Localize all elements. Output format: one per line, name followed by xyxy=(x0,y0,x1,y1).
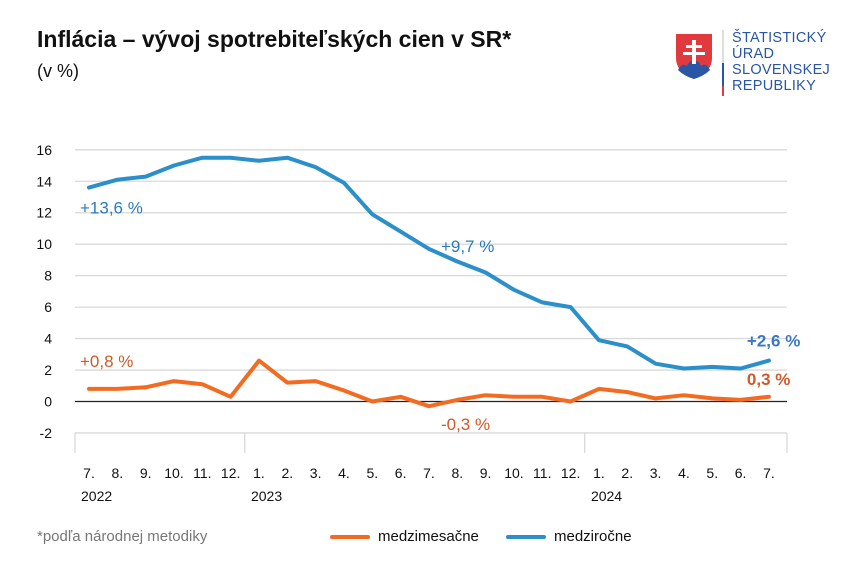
data-label: +9,7 % xyxy=(441,237,494,256)
x-tick-label: 10. xyxy=(164,465,183,481)
year-label: 2023 xyxy=(251,488,282,504)
y-tick-label: 10 xyxy=(36,236,52,252)
x-tick-label: 7. xyxy=(83,465,95,481)
x-tick-label: 2. xyxy=(621,465,633,481)
chart-title: Inflácia – vývoj spotrebiteľských cien v… xyxy=(37,26,512,52)
y-tick-label: 6 xyxy=(44,299,52,315)
y-tick-label: 0 xyxy=(44,394,52,410)
legend-item-medzirocne: medziročne xyxy=(506,528,632,545)
x-tick-label: 1. xyxy=(253,465,265,481)
logo-line: REPUBLIKY xyxy=(732,78,817,94)
data-label: +2,6 % xyxy=(747,332,800,351)
logo-line: ÚRAD xyxy=(732,46,775,62)
logo-divider xyxy=(722,30,724,96)
data-label: -0,3 % xyxy=(441,415,490,434)
year-label: 2024 xyxy=(591,488,622,504)
legend-swatch xyxy=(506,534,546,539)
y-tick-label: 16 xyxy=(36,142,52,158)
x-tick-label: 8. xyxy=(111,465,123,481)
x-tick-label: 5. xyxy=(706,465,718,481)
coat-of-arms-icon xyxy=(676,34,712,79)
x-tick-label: 9. xyxy=(140,465,152,481)
logo-text: ŠTATISTICKÝ ÚRAD SLOVENSKEJ REPUBLIKY xyxy=(732,30,830,94)
y-tick-label: -2 xyxy=(40,425,53,441)
x-tick-label: 12. xyxy=(561,465,580,481)
x-tick-label: 6. xyxy=(395,465,407,481)
x-tick-label: 7. xyxy=(423,465,435,481)
data-label: 0,3 % xyxy=(747,370,790,389)
data-label: +0,8 % xyxy=(80,352,133,371)
y-tick-label: 4 xyxy=(44,331,52,347)
x-tick-label: 10. xyxy=(504,465,523,481)
footnote: *podľa národnej metodiky xyxy=(37,528,208,545)
x-tick-label: 2. xyxy=(281,465,293,481)
x-tick-label: 9. xyxy=(480,465,492,481)
x-tick-label: 7. xyxy=(763,465,775,481)
legend-swatch xyxy=(330,534,370,539)
x-tick-label: 8. xyxy=(451,465,463,481)
series-line-medzirocne xyxy=(87,155,771,371)
data-label: +13,6 % xyxy=(80,199,143,218)
y-tick-label: 12 xyxy=(36,205,52,221)
x-tick-label: 12. xyxy=(221,465,240,481)
x-tick-label: 3. xyxy=(310,465,322,481)
year-label: 2022 xyxy=(81,488,112,504)
x-tick-label: 11. xyxy=(533,465,551,481)
x-tick-label: 1. xyxy=(593,465,605,481)
x-tick-label: 3. xyxy=(650,465,662,481)
x-tick-label: 4. xyxy=(338,465,350,481)
x-tick-label: 4. xyxy=(678,465,690,481)
x-tick-label: 6. xyxy=(735,465,747,481)
y-tick-label: 14 xyxy=(36,173,52,189)
y-tick-label: 8 xyxy=(44,268,52,284)
legend-item-medzimesacne: medzimesačne xyxy=(330,528,479,545)
chart-unit: (v %) xyxy=(37,61,79,81)
y-tick-label: 2 xyxy=(44,362,52,378)
susr-logo: ŠTATISTICKÝ ÚRAD SLOVENSKEJ REPUBLIKY xyxy=(674,30,844,98)
legend-label: medziročne xyxy=(554,528,632,545)
x-tick-label: 11. xyxy=(193,465,211,481)
logo-line: SLOVENSKEJ xyxy=(732,62,831,78)
x-tick-label: 5. xyxy=(366,465,378,481)
legend-label: medzimesačne xyxy=(378,528,479,545)
logo-line: ŠTATISTICKÝ xyxy=(732,30,827,46)
